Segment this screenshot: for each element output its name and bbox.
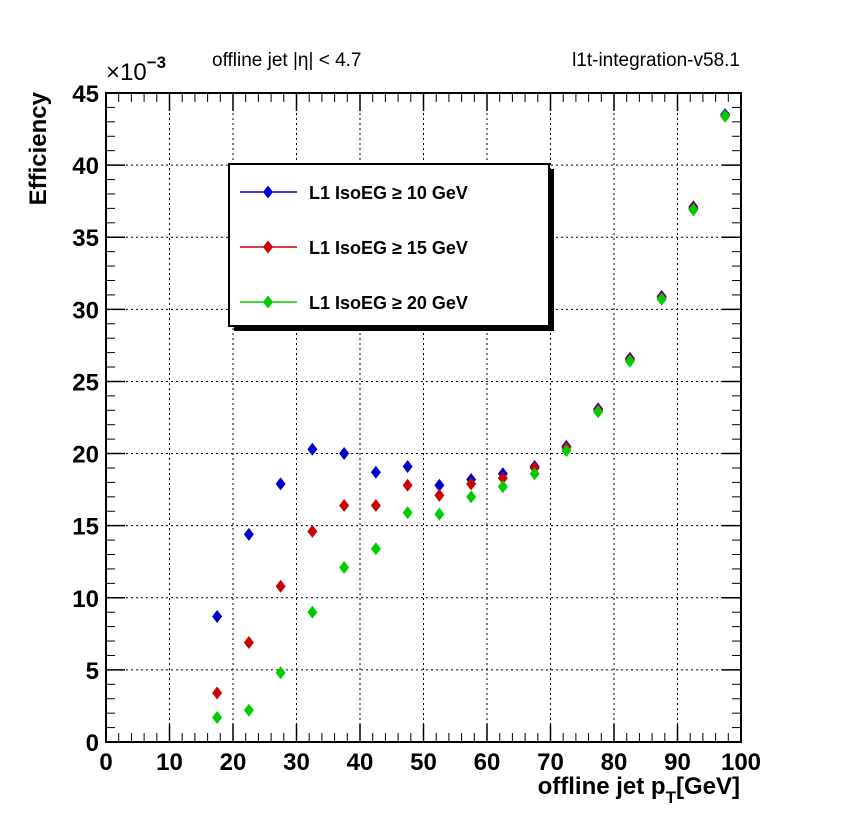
y-tick-label: 20 xyxy=(72,442,99,469)
data-point xyxy=(307,605,318,619)
y-tick-label: 30 xyxy=(72,297,99,324)
x-axis-label-unit: [GeV] xyxy=(676,773,740,800)
data-point xyxy=(243,635,254,649)
data-point xyxy=(275,579,286,593)
y-tick-labels: 0 5 10 15 20 25 30 35 40 45 xyxy=(72,81,99,757)
y-tick-label: 25 xyxy=(72,369,99,396)
data-point xyxy=(339,447,350,461)
data-point xyxy=(466,477,477,491)
legend-box xyxy=(228,163,550,327)
y-multiplier: ×10−3 xyxy=(106,53,166,86)
x-tick-label: 0 xyxy=(99,749,112,776)
data-point xyxy=(275,666,286,680)
data-point xyxy=(434,507,445,521)
legend-label: L1 IsoEG ≥ 10 GeV xyxy=(309,183,468,203)
data-point xyxy=(688,203,699,217)
data-point xyxy=(561,444,572,458)
data-point xyxy=(593,405,604,419)
y-multiplier-base: ×10 xyxy=(106,59,147,86)
y-tick-label: 35 xyxy=(72,225,99,252)
title-left: offline jet |η| < 4.7 xyxy=(212,50,362,71)
x-tick-label: 50 xyxy=(410,749,437,776)
data-point xyxy=(402,460,413,474)
data-point xyxy=(307,524,318,538)
data-point xyxy=(434,488,445,502)
x-tick-label: 80 xyxy=(601,749,628,776)
y-axis-label: Efficiency xyxy=(25,91,52,205)
legend-label: L1 IsoEG ≥ 15 GeV xyxy=(309,238,468,258)
data-point xyxy=(624,354,635,368)
x-tick-label: 70 xyxy=(537,749,564,776)
x-tick-label: 10 xyxy=(156,749,183,776)
data-point xyxy=(370,465,381,479)
data-point xyxy=(370,498,381,512)
x-tick-labels: 0 10 20 30 40 50 60 70 80 90 100 xyxy=(99,749,761,776)
data-point xyxy=(212,686,223,700)
x-tick-label: 30 xyxy=(283,749,310,776)
x-tick-label: 100 xyxy=(721,749,761,776)
legend-label: L1 IsoEG ≥ 20 GeV xyxy=(309,293,468,313)
data-point xyxy=(466,490,477,504)
data-point xyxy=(656,292,667,306)
y-tick-label: 10 xyxy=(72,586,99,613)
y-multiplier-exponent: −3 xyxy=(147,53,166,72)
data-point xyxy=(243,527,254,541)
data-point xyxy=(434,478,445,492)
data-points xyxy=(212,108,731,724)
x-tick-label: 60 xyxy=(474,749,501,776)
x-axis-label-main: offline jet p xyxy=(538,773,666,800)
y-tick-label: 40 xyxy=(72,153,99,180)
data-point xyxy=(339,560,350,574)
x-tick-label: 40 xyxy=(347,749,374,776)
x-tick-label: 90 xyxy=(664,749,691,776)
grid-lines xyxy=(106,93,741,742)
y-tick-label: 45 xyxy=(72,81,99,108)
data-point xyxy=(402,506,413,520)
y-tick-label: 0 xyxy=(86,730,99,757)
x-axis-label-sub: T xyxy=(666,788,677,807)
data-point xyxy=(529,467,540,481)
x-tick-label: 20 xyxy=(220,749,247,776)
data-point xyxy=(212,710,223,724)
title-right: l1t-integration-v58.1 xyxy=(572,50,740,71)
y-tick-label: 15 xyxy=(72,514,99,541)
axis-ticks xyxy=(105,92,742,743)
data-point xyxy=(307,442,318,456)
data-point xyxy=(243,703,254,717)
data-point xyxy=(497,480,508,494)
legend: L1 IsoEG ≥ 10 GeV L1 IsoEG ≥ 15 GeV L1 Iso… xyxy=(228,163,554,331)
legend-marker xyxy=(263,240,273,254)
data-point xyxy=(275,477,286,491)
legend-marker xyxy=(263,295,273,309)
data-point xyxy=(339,498,350,512)
series-3 xyxy=(212,109,731,724)
data-point xyxy=(720,109,731,123)
data-point xyxy=(370,542,381,556)
x-axis-label: offline jet pT[GeV] xyxy=(538,773,740,807)
y-tick-label: 5 xyxy=(86,658,99,685)
data-point xyxy=(402,478,413,492)
legend-marker xyxy=(263,185,273,199)
data-point xyxy=(497,471,508,485)
data-point xyxy=(212,610,223,624)
